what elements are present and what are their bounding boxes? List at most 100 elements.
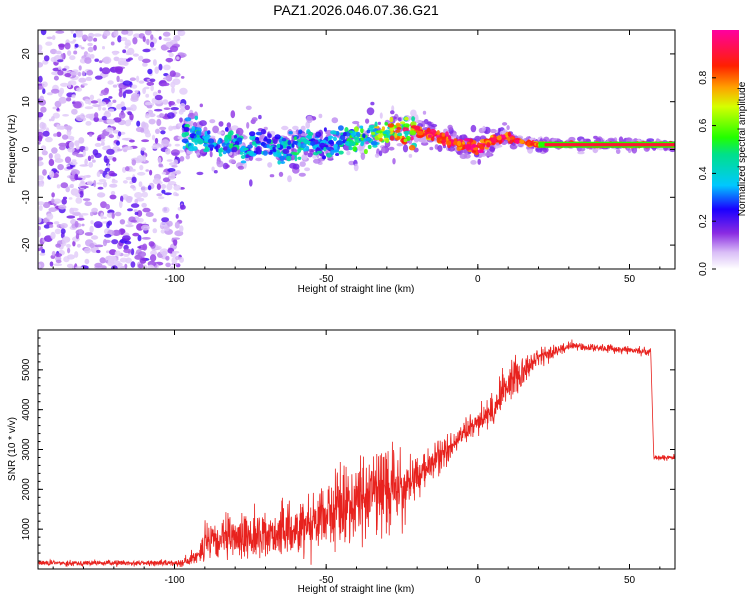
noise-blob (170, 266, 174, 269)
ridge-blob (471, 143, 477, 148)
ridge-blob (395, 122, 401, 128)
noise-blob (73, 33, 77, 38)
ridge-blob (507, 131, 511, 137)
noise-blob (65, 186, 70, 193)
noise-blob (141, 139, 150, 143)
noise-blob (38, 141, 41, 145)
noise-blob (93, 44, 97, 51)
noise-blob (136, 120, 141, 127)
noise-blob (42, 88, 46, 95)
halo-blob (237, 165, 245, 170)
noise-blob (66, 254, 76, 260)
ridge-blob (355, 131, 361, 138)
halo-blob (396, 143, 404, 147)
noise-blob (176, 98, 181, 104)
halo-blob (225, 164, 230, 168)
ridge-blob (353, 126, 359, 133)
noise-blob (119, 200, 123, 209)
snr-plot-area (38, 339, 675, 568)
noise-blob (122, 235, 131, 242)
noise-blob (119, 79, 124, 83)
noise-blob (112, 229, 121, 236)
noise-blob (84, 158, 88, 166)
noise-blob (120, 101, 125, 108)
figure-title: PAZ1.2026.046.07.36.G21 (273, 2, 439, 18)
ridge-blob (203, 143, 210, 147)
noise-blob (87, 46, 94, 53)
ridge-blob (375, 130, 383, 134)
noise-blob (58, 66, 62, 70)
x-tick-label: -100 (164, 274, 184, 285)
noise-blob (87, 99, 92, 105)
noise-blob (55, 30, 65, 34)
noise-blob (111, 179, 118, 184)
noise-blob (119, 219, 126, 225)
ridge-blob (360, 127, 364, 134)
y-tick-label: -10 (21, 190, 32, 205)
noise-blob (48, 207, 57, 212)
ridge-blob (266, 144, 270, 149)
noise-blob (98, 179, 107, 183)
ridge-blob (297, 156, 302, 160)
halo-blob (506, 125, 510, 131)
ridge-blob (272, 146, 276, 151)
noise-blob (102, 107, 106, 111)
noise-blob (101, 116, 107, 121)
halo-blob (235, 127, 244, 136)
y-tick-label: 3000 (21, 438, 32, 461)
halo-blob (374, 153, 380, 158)
noise-blob (94, 75, 103, 80)
ridge-blob (282, 143, 287, 149)
ridge-blob (280, 161, 286, 164)
noise-blob (156, 193, 163, 197)
noise-blob (40, 30, 47, 36)
noise-blob (77, 71, 82, 77)
noise-blob (87, 36, 93, 42)
noise-blob (163, 225, 170, 232)
ridge-blob (338, 125, 344, 131)
noise-blob (142, 48, 151, 53)
noise-blob (117, 148, 123, 152)
ridge-blob (209, 147, 214, 151)
ridge-blob (224, 126, 229, 132)
noise-blob (102, 56, 112, 64)
noise-blob (122, 61, 129, 66)
noise-blob (75, 153, 85, 158)
noise-blob (71, 94, 76, 99)
noise-blob (85, 113, 95, 119)
ridge-blob (262, 150, 268, 156)
noise-blob (142, 243, 148, 251)
noise-blob (58, 96, 67, 104)
noise-blob (71, 108, 78, 115)
ridge-blob (294, 155, 298, 162)
noise-blob (104, 110, 110, 115)
noise-blob (67, 81, 72, 88)
noise-blob (53, 133, 58, 137)
noise-blob (69, 183, 74, 189)
ridge-blob (288, 131, 293, 135)
noise-blob (64, 73, 72, 78)
noise-blob (145, 101, 152, 106)
ridge-blob (403, 130, 411, 135)
colorbar-gradient (712, 30, 739, 269)
halo-blob (249, 179, 253, 187)
noise-blob (75, 266, 84, 269)
noise-blob (45, 136, 53, 143)
noise-blob (121, 137, 129, 141)
ridge-blob (414, 125, 421, 131)
halo-blob (269, 174, 275, 178)
noise-blob (72, 152, 79, 156)
ridge-blob (240, 160, 247, 164)
halo-blob (577, 151, 585, 155)
noise-blob (61, 236, 71, 243)
noise-blob (168, 101, 176, 106)
ridge-blob (274, 134, 281, 140)
noise-blob (102, 181, 108, 188)
noise-blob (94, 112, 99, 119)
ridge-blob (207, 130, 211, 135)
ridge-blob (364, 137, 372, 141)
halo-blob (213, 170, 218, 174)
noise-blob (94, 152, 102, 158)
